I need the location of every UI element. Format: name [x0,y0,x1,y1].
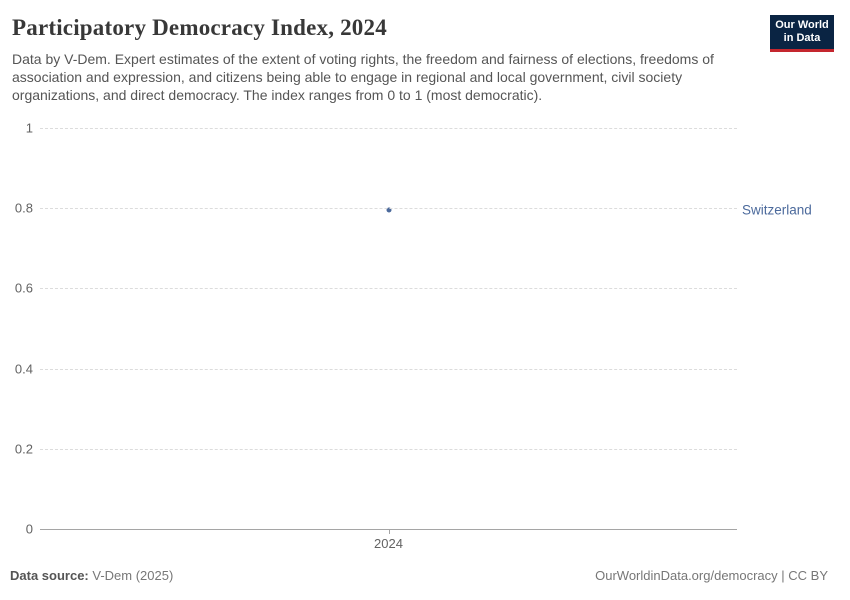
x-tick-label: 2024 [374,536,403,551]
y-tick-label: 0.4 [14,361,33,377]
x-axis-tick [388,529,390,534]
owid-logo-line1: Our World [775,19,829,31]
chart-title: Participatory Democracy Index, 2024 [12,15,387,40]
data-point-switzerland[interactable] [386,207,391,213]
y-tick-label: 0.2 [14,441,33,457]
owid-logo-line2: in Data [783,32,821,44]
data-source: Data source: V-Dem (2025) [10,568,173,583]
gridline [40,448,737,450]
y-tick-label: 1 [25,120,33,136]
y-tick-label: 0.6 [14,280,33,296]
chart-subtitle: Data by V-Dem. Expert estimates of the e… [12,51,714,103]
gridline [40,288,737,290]
footer: Data source: V-Dem (2025) OurWorldinData… [10,568,828,583]
gridline [40,368,737,370]
credit-link[interactable]: OurWorldinData.org/democracy | CC BY [595,568,828,583]
data-source-label: Data source: [10,568,89,583]
data-source-value: V-Dem (2025) [88,568,174,583]
gridline [40,128,737,129]
gridline [40,208,737,210]
y-tick-label: 0 [25,521,33,537]
entity-label-switzerland[interactable]: Switzerland [742,202,812,218]
owid-logo[interactable]: Our World in Data [770,15,834,52]
plot-area: 2024 Switzerland 0 0.2 0.4 0.6 0.8 1 [15,121,812,552]
y-tick-label: 0.8 [14,200,33,216]
